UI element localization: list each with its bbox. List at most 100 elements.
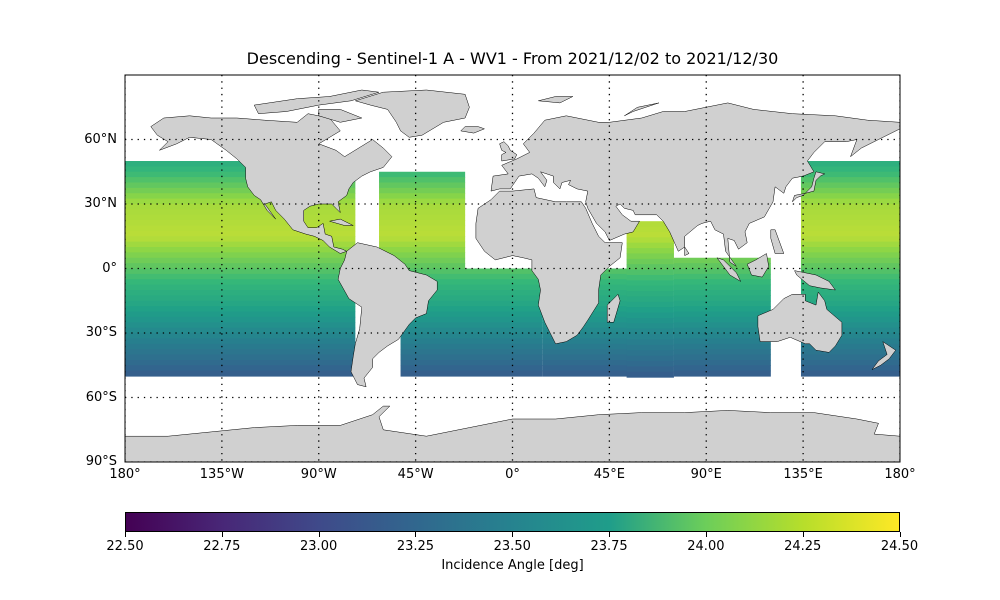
- swath-cell: [542, 327, 668, 334]
- swath-cell: [800, 236, 900, 243]
- swath-cell: [626, 237, 674, 244]
- swath-cell: [542, 300, 668, 307]
- swath-cell: [673, 306, 771, 313]
- swath-cell: [542, 343, 668, 350]
- swath-cell: [673, 349, 771, 356]
- swath-cell: [800, 284, 900, 291]
- swath-cell: [125, 177, 356, 184]
- land-indonesia: [716, 257, 742, 283]
- swath-cell: [400, 327, 513, 334]
- swath-cell: [125, 257, 356, 264]
- swath-cell: [800, 252, 900, 259]
- swath-cell: [512, 295, 543, 302]
- swath-cell: [512, 343, 543, 350]
- swath-cell: [512, 273, 543, 280]
- swath-cell: [800, 316, 900, 323]
- colorbar-tick-label: 23.50: [493, 539, 531, 554]
- swath-region: [542, 268, 668, 377]
- swath-cell: [512, 338, 543, 345]
- swath-cell: [379, 204, 466, 210]
- swath-cell: [512, 322, 543, 329]
- swath-cell: [673, 263, 771, 270]
- swath-cell: [800, 171, 900, 178]
- swath-cell: [626, 264, 674, 271]
- swath-cell: [125, 306, 356, 313]
- swath-cell: [800, 333, 900, 339]
- swath-cell: [542, 316, 668, 323]
- swath-cell: [626, 248, 674, 255]
- swath-cell: [125, 316, 356, 323]
- swath-cell: [626, 371, 674, 378]
- swath-cell: [626, 334, 674, 341]
- colorbar-tick-label: 23.25: [396, 539, 435, 554]
- swath-cell: [542, 322, 668, 329]
- swath-cell: [800, 343, 900, 350]
- swath-cell: [379, 209, 466, 216]
- swath-cell: [673, 279, 771, 286]
- swath-cell: [512, 311, 543, 318]
- swath-cell: [400, 284, 513, 291]
- swath-cell: [125, 290, 356, 296]
- swath-cell: [800, 209, 900, 216]
- colorbar-tick-mark: [512, 532, 514, 537]
- swath-cell: [125, 365, 356, 372]
- swath-cell: [626, 312, 674, 319]
- swath-cell: [800, 230, 900, 237]
- swath-cell: [800, 177, 900, 184]
- swath-cell: [800, 161, 900, 167]
- latitude-label: 0°: [102, 260, 117, 276]
- swath-cell: [512, 359, 543, 366]
- colorbar-tick-mark: [221, 532, 223, 537]
- swath-cell: [626, 307, 674, 314]
- swath-cell: [626, 350, 674, 357]
- swath-cell: [400, 279, 513, 286]
- swath-cell: [125, 166, 356, 173]
- swath-cell: [125, 370, 356, 377]
- swath-cell: [400, 338, 513, 345]
- colorbar-tick-label: 22.75: [203, 539, 241, 554]
- swath-cell: [626, 226, 674, 233]
- swath-cell: [400, 295, 513, 302]
- latitude-label: 30°N: [84, 196, 117, 211]
- swath-cell: [626, 360, 674, 367]
- swath-cell: [673, 273, 771, 280]
- swath-cell: [800, 306, 900, 313]
- swath-cell: [512, 290, 543, 296]
- colorbar-tick-mark: [802, 532, 804, 537]
- land-canada-arctic-1: [253, 89, 380, 114]
- land-antarctica: [125, 405, 900, 462]
- swath-cell: [400, 322, 513, 329]
- swath-cell: [512, 284, 543, 291]
- swath-cell: [400, 268, 513, 275]
- land-eurasia: [490, 102, 900, 267]
- colorbar-label: Incidence Angle [deg]: [441, 558, 584, 573]
- swath-cell: [800, 198, 900, 205]
- swath-cell: [512, 333, 543, 339]
- land-novaya-zemlya: [624, 102, 659, 117]
- swath-cell: [379, 198, 466, 205]
- swath-cell: [800, 322, 900, 329]
- swath-cell: [400, 300, 513, 307]
- swath-cell: [542, 365, 668, 372]
- swath-cell: [542, 273, 668, 280]
- land-north-america: [150, 113, 393, 254]
- swath-cell: [379, 236, 466, 243]
- swath-cell: [542, 333, 668, 339]
- swath-cell: [512, 354, 543, 361]
- latitude-label: 60°S: [85, 389, 117, 405]
- swath-region: [626, 221, 674, 378]
- swath-cell: [673, 359, 771, 366]
- swath-cell: [673, 284, 771, 291]
- swath-cell: [626, 280, 674, 287]
- swath-cell: [626, 291, 674, 298]
- land-new-zealand: [871, 340, 897, 370]
- swath-cell: [626, 355, 674, 362]
- swath-cell: [800, 295, 900, 302]
- land-iceland: [460, 126, 486, 134]
- swath-cell: [626, 344, 674, 351]
- swath-cell: [400, 316, 513, 323]
- swath-cell: [125, 333, 356, 339]
- swath-cell: [673, 295, 771, 302]
- swath-cell: [626, 221, 674, 228]
- swath-cell: [800, 263, 900, 270]
